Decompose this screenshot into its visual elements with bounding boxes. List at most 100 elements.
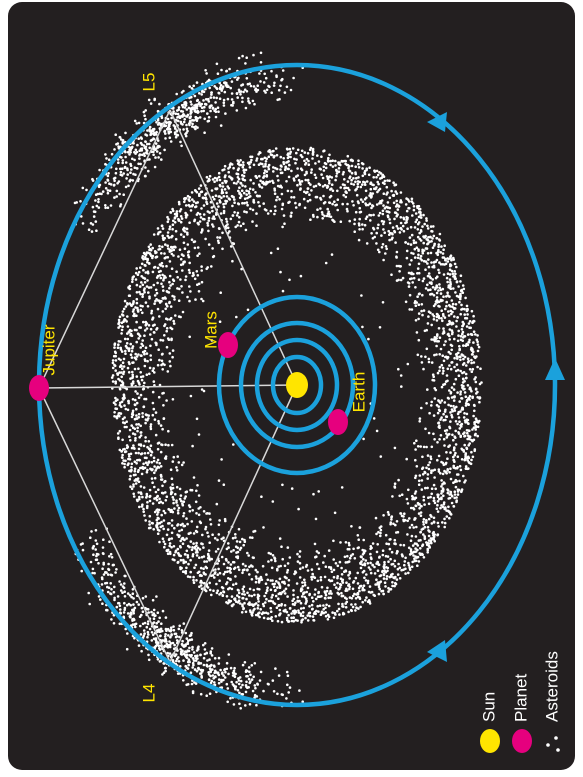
asteroid-dot: [199, 184, 203, 187]
asteroid-dot: [235, 182, 238, 185]
asteroid-dot: [160, 622, 163, 625]
asteroid-dot: [405, 249, 409, 253]
asteroid-dot: [156, 526, 159, 529]
asteroid-dot: [462, 416, 466, 419]
asteroid-dot: [430, 404, 433, 407]
asteroid-dot: [356, 571, 360, 575]
asteroid-dot: [116, 346, 120, 350]
asteroid-dot: [442, 295, 445, 299]
asteroid-dot: [388, 538, 392, 541]
asteroid-dot: [295, 151, 298, 155]
asteroid-dot: [202, 389, 206, 393]
asteroid-dot: [137, 353, 140, 356]
asteroid-dot: [134, 451, 138, 455]
asteroid-dot: [469, 326, 473, 330]
asteroid-dot: [217, 227, 221, 230]
asteroid-dot: [390, 573, 393, 577]
asteroid-dot: [472, 341, 475, 344]
asteroid-dot: [137, 412, 141, 416]
asteroid-dot: [413, 550, 417, 554]
asteroid-dot: [213, 657, 217, 660]
asteroid-dot: [433, 533, 437, 536]
asteroid-dot: [436, 458, 439, 462]
asteroid-dot: [116, 432, 120, 435]
asteroid-dot: [94, 539, 98, 542]
asteroid-dot: [161, 537, 165, 540]
asteroid-dot: [416, 256, 420, 260]
asteroid-dot: [317, 551, 321, 555]
asteroid-dot: [219, 84, 223, 87]
asteroid-dot: [264, 591, 268, 595]
asteroid-dot: [419, 514, 423, 517]
asteroid-dot: [168, 260, 172, 263]
asteroid-dot: [104, 153, 107, 156]
asteroid-dot: [95, 558, 99, 561]
asteroid-dot: [257, 153, 260, 156]
asteroid-dot: [195, 669, 199, 673]
asteroid-dot: [417, 312, 421, 315]
asteroid-dot: [172, 322, 176, 325]
asteroid-dot: [288, 606, 292, 610]
asteroid-dot: [215, 179, 219, 182]
asteroid-dot: [417, 215, 421, 219]
asteroid-dot: [246, 161, 250, 165]
asteroid-dot: [131, 380, 135, 383]
asteroid-dot: [372, 183, 375, 187]
asteroid-dot: [287, 620, 291, 623]
asteroid-dot: [270, 616, 274, 619]
asteroid-dot: [152, 367, 155, 370]
asteroid-dot: [439, 418, 442, 421]
asteroid-dot: [312, 150, 315, 154]
asteroid-dot: [326, 613, 330, 617]
asteroid-dot: [460, 423, 463, 426]
asteroid-dot: [429, 537, 433, 540]
asteroid-dot: [283, 222, 286, 225]
asteroid-dot: [361, 586, 365, 590]
asteroid-dot: [91, 571, 94, 575]
asteroid-dot: [439, 292, 443, 295]
asteroid-dot: [150, 311, 153, 315]
asteroid-dot: [204, 589, 208, 593]
asteroid-dot: [442, 369, 445, 373]
asteroid-dot: [299, 153, 303, 157]
asteroid-dot: [130, 415, 134, 419]
asteroid-dot: [161, 501, 165, 505]
asteroid-dot: [346, 180, 350, 183]
asteroid-dot: [333, 511, 337, 515]
asteroid-dot: [143, 281, 147, 284]
asteroid-dot: [317, 567, 321, 571]
asteroid-dot: [166, 651, 169, 655]
asteroid-dot: [321, 213, 324, 216]
asteroid-dot: [458, 479, 461, 483]
asteroid-dot: [208, 658, 211, 661]
asteroid-dot: [473, 409, 476, 413]
asteroid-dot: [455, 325, 458, 328]
asteroid-dot: [184, 214, 188, 217]
asteroid-dot: [175, 466, 178, 469]
asteroid-dot: [172, 254, 175, 257]
asteroid-dot: [344, 162, 347, 166]
asteroid-dot: [104, 181, 107, 184]
asteroid-dot: [95, 542, 99, 546]
asteroid-dot: [139, 624, 142, 628]
asteroid-dot: [386, 201, 390, 204]
asteroid-dot: [182, 235, 186, 239]
asteroid-dot: [459, 280, 462, 283]
asteroid-dot: [462, 322, 466, 326]
asteroid-dot: [171, 355, 174, 359]
asteroid-dot: [422, 309, 426, 312]
asteroid-dot: [266, 586, 269, 589]
asteroid-dot: [127, 286, 130, 289]
asteroid-dot: [382, 573, 386, 577]
asteroid-dot: [139, 371, 142, 374]
asteroid-dot: [213, 180, 216, 183]
asteroid-dot: [301, 614, 305, 618]
asteroid-dot: [429, 293, 432, 296]
asteroid-dot: [198, 92, 201, 95]
asteroid-dot: [281, 693, 285, 697]
asteroid-dot: [361, 227, 364, 231]
asteroid-dot: [303, 578, 306, 582]
asteroid-dot: [236, 689, 240, 692]
asteroid-dot: [311, 157, 314, 160]
asteroid-dot: [113, 364, 117, 368]
